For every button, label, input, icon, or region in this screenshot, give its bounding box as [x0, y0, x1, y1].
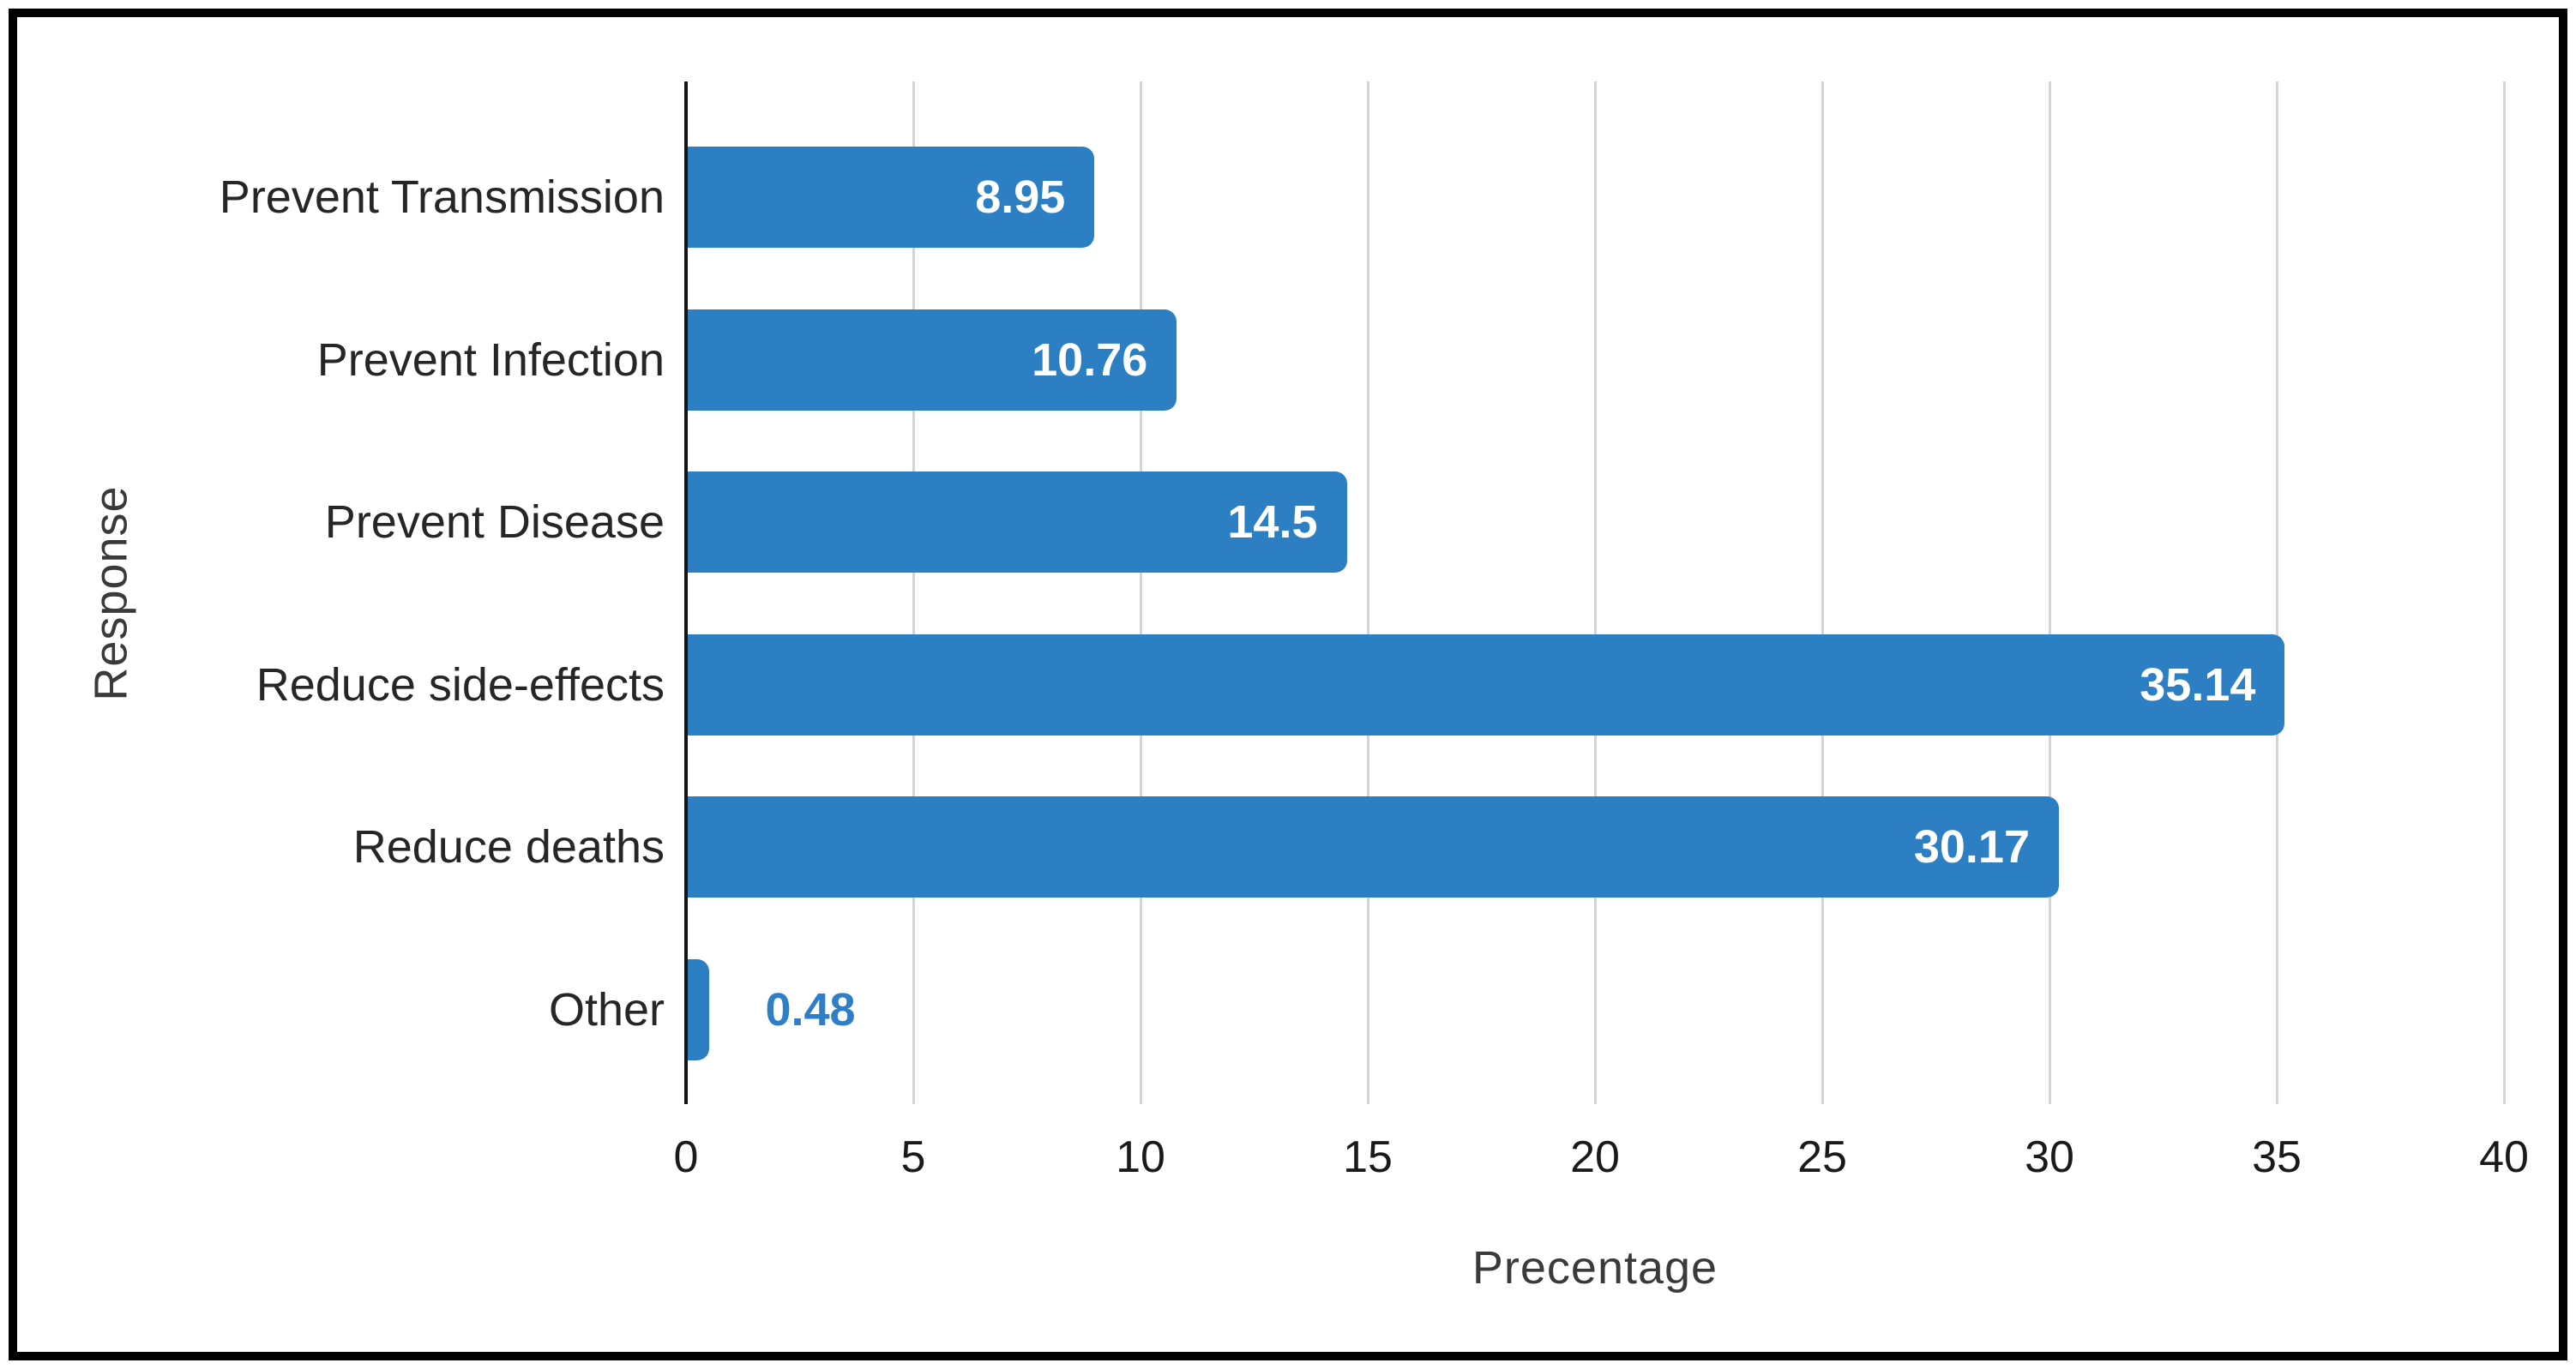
bar-value-label-other: 0.48 [765, 984, 856, 1036]
category-label-prevent-disease: Prevent Disease [324, 496, 665, 549]
x-tick-label-25: 25 [1797, 1132, 1847, 1182]
x-tick-label-20: 20 [1570, 1132, 1620, 1182]
y-axis-line [684, 81, 688, 1104]
bar-value-label-prevent-infection: 10.76 [1032, 333, 1148, 386]
bar-prevent-transmission: 8.95 [688, 147, 1095, 248]
category-label-reduce-side-effects: Reduce side-effects [256, 658, 665, 711]
bar-prevent-infection: 10.76 [688, 309, 1177, 411]
x-tick-label-10: 10 [1116, 1132, 1165, 1182]
x-tick-label-35: 35 [2252, 1132, 2302, 1182]
category-label-other: Other [548, 984, 665, 1036]
gridline-30 [2048, 81, 2051, 1104]
bar-value-label-prevent-disease: 14.5 [1227, 496, 1318, 549]
x-tick-label-40: 40 [2479, 1132, 2529, 1182]
x-tick-label-15: 15 [1343, 1132, 1393, 1182]
x-axis-title: Precentage [1472, 1242, 1718, 1294]
bar-other: 0.48 [688, 959, 856, 1060]
gridline-40 [2502, 81, 2506, 1104]
gridline-35 [2275, 81, 2278, 1104]
bar-value-label-reduce-side-effects: 35.14 [2140, 658, 2256, 711]
gridline-10 [1139, 81, 1142, 1104]
bar-reduce-deaths: 30.17 [688, 796, 2059, 898]
gridline-20 [1593, 81, 1597, 1104]
plot-area: 8.95 10.76 14.5 35.14 30.17 0.48 [684, 81, 2506, 1104]
bar-value-label-reduce-deaths: 30.17 [1913, 821, 2030, 874]
category-label-prevent-transmission: Prevent Transmission [219, 171, 665, 223]
gridline-25 [1821, 81, 1824, 1104]
bar-value-label-prevent-transmission: 8.95 [975, 171, 1066, 223]
x-tick-label-30: 30 [2025, 1132, 2074, 1182]
bar-prevent-disease: 14.5 [688, 471, 1347, 573]
chart-area: Response 8.95 10.76 14.5 35.14 30.17 0.48 Pre… [17, 17, 2559, 1352]
gridline-15 [1366, 81, 1369, 1104]
category-label-reduce-deaths: Reduce deaths [352, 821, 665, 874]
bar-reduce-side-effects: 35.14 [688, 633, 2285, 736]
x-tick-label-5: 5 [900, 1132, 926, 1182]
category-label-prevent-infection: Prevent Infection [316, 333, 665, 386]
x-tick-label-0: 0 [673, 1132, 699, 1182]
figure-border: Response 8.95 10.76 14.5 35.14 30.17 0.48 Pre… [9, 9, 2567, 1360]
gridline-5 [912, 81, 915, 1104]
